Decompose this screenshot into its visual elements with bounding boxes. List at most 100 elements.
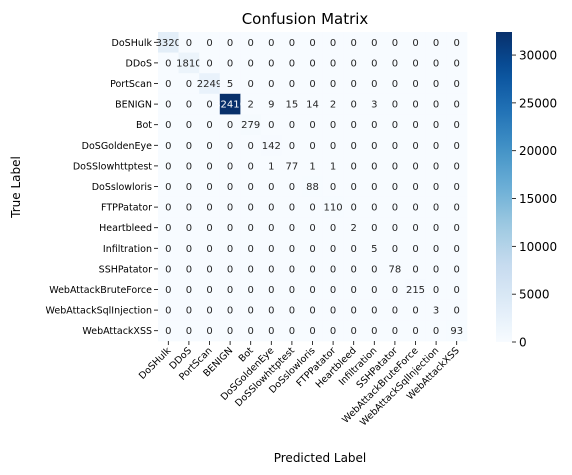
cell-value-label: 0 — [330, 223, 336, 234]
heatmap-cell — [322, 32, 344, 53]
y-tick-label: DoSSlowhttptest — [73, 161, 152, 172]
cell-value-label: 0 — [392, 223, 398, 234]
heatmap-cell — [322, 73, 344, 95]
cell-value-label: 0 — [165, 203, 171, 214]
cell-value-label: 32410 — [214, 100, 246, 111]
cell-value-label: 0 — [248, 326, 254, 337]
heatmap-cell — [302, 176, 324, 198]
cell-value-label: 0 — [433, 100, 439, 111]
heatmap-cell — [364, 258, 385, 280]
heatmap-cell — [158, 279, 179, 301]
heatmap-cell — [281, 258, 303, 280]
heatmap-cell — [446, 32, 468, 53]
cell-value-label: 0 — [454, 306, 460, 317]
cell-value-label: 0 — [309, 203, 315, 214]
heatmap-cell — [240, 279, 262, 301]
heatmap-cell — [199, 217, 221, 239]
cell-value-label: 0 — [248, 285, 254, 296]
cell-value-label: 0 — [351, 326, 357, 337]
heatmap-cell — [281, 196, 303, 218]
heatmap-cell — [322, 176, 344, 198]
cell-value-label: 0 — [206, 120, 212, 131]
heatmap-cell — [261, 196, 282, 218]
heatmap-cell — [384, 93, 406, 115]
heatmap-cell — [405, 279, 427, 301]
cell-value-label: 0 — [412, 38, 418, 49]
cell-value-label: 0 — [248, 223, 254, 234]
heatmap-cell — [425, 217, 447, 239]
heatmap-cell — [302, 52, 324, 74]
y-tick-label: Heartbleed — [99, 223, 152, 234]
cell-value-label: 0 — [351, 264, 357, 275]
cell-value-label: 0 — [392, 182, 398, 193]
heatmap-cell — [405, 32, 427, 53]
heatmap-cell — [425, 73, 447, 95]
cell-value-label: 0 — [351, 58, 357, 69]
y-tick-label: DoSslowloris — [92, 182, 152, 193]
heatmap-cell — [178, 73, 200, 95]
cell-value-label: 0 — [371, 38, 377, 49]
heatmap-cell — [322, 93, 344, 115]
heatmap-cell — [199, 238, 221, 259]
cell-value-label: 0 — [330, 264, 336, 275]
heatmap-cell — [261, 155, 282, 177]
cell-value-label: 0 — [433, 38, 439, 49]
heatmap-cell — [261, 279, 282, 301]
heatmap-cell — [405, 176, 427, 198]
heatmap-cell — [405, 155, 427, 177]
heatmap-cell — [405, 114, 427, 136]
cell-value-label: 0 — [186, 306, 192, 317]
heatmap-cell — [219, 73, 241, 95]
heatmap-cell — [446, 114, 468, 136]
heatmap-cell — [158, 176, 179, 198]
cell-value-label: 0 — [371, 306, 377, 317]
heatmap-cell — [405, 299, 427, 321]
cell-value-label: 0 — [227, 120, 233, 131]
heatmap-cell — [281, 155, 303, 177]
cell-value-label: 0 — [289, 326, 295, 337]
cell-value-label: 0 — [268, 120, 274, 131]
heatmap-cell — [261, 32, 282, 53]
heatmap-cell — [261, 320, 282, 342]
heatmap-cell — [158, 238, 179, 259]
heatmap-cell — [343, 196, 365, 218]
cell-value-label: 0 — [206, 141, 212, 152]
heatmap-cell — [281, 320, 303, 342]
heatmap-cell — [364, 279, 385, 301]
heatmap-cell — [425, 279, 447, 301]
colorbar-tick-label: 20000 — [519, 144, 557, 158]
cell-value-label: 0 — [371, 326, 377, 337]
heatmap-cells: 3320 0 0 0 0 0 0 0 0 0 0 0 0 0 00 1810 0 0 0 0 0 0 0 0 0 0 0 0 00 0 22… — [156, 32, 468, 342]
heatmap-cell — [219, 52, 241, 74]
heatmap-cell — [240, 135, 262, 156]
heatmap-cell — [384, 176, 406, 198]
cell-value-label: 0 — [186, 285, 192, 296]
heatmap-cell — [281, 299, 303, 321]
heatmap-cell — [199, 73, 221, 95]
heatmap-cell — [302, 279, 324, 301]
cell-value-label: 0 — [392, 58, 398, 69]
heatmap-cell — [261, 52, 282, 74]
heatmap-cell — [343, 114, 365, 136]
heatmap-cell — [343, 32, 365, 53]
cell-value-label: 0 — [330, 79, 336, 90]
cell-value-label: 0 — [227, 161, 233, 172]
heatmap-cell — [405, 52, 427, 74]
cell-value-label: 78 — [389, 264, 402, 275]
cell-value-label: 0 — [186, 264, 192, 275]
cell-value-label: 0 — [371, 58, 377, 69]
cell-value-label: 88 — [306, 182, 319, 193]
cell-value-label: 14 — [306, 100, 319, 111]
heatmap-cell — [302, 114, 324, 136]
heatmap-cell — [364, 196, 385, 218]
cell-value-label: 0 — [206, 203, 212, 214]
heatmap-cell — [219, 217, 241, 239]
heatmap-cell — [425, 93, 447, 115]
heatmap-cell — [281, 93, 303, 115]
y-tick-label: DoSGoldenEye — [82, 141, 152, 152]
heatmap-cell — [158, 320, 179, 342]
cell-value-label: 0 — [392, 285, 398, 296]
cell-value-label: 0 — [206, 38, 212, 49]
